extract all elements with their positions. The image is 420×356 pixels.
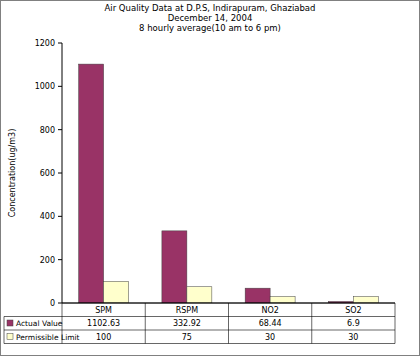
table-line [4, 317, 5, 344]
table-line [395, 303, 396, 344]
y-tick-label: 0 [50, 299, 55, 308]
legend-label: Actual Value [16, 319, 63, 328]
table-line [4, 316, 395, 317]
table-value: 1102.63 [87, 319, 120, 328]
y-axis-label: Concentration(ug/m3) [8, 129, 17, 218]
legend-key [7, 334, 13, 340]
table-value: 30 [348, 333, 358, 342]
bar [187, 287, 212, 303]
y-axis [62, 43, 63, 303]
table-value: 68.44 [259, 319, 282, 328]
y-tick-label: 200 [40, 256, 55, 265]
table-line [4, 330, 395, 331]
bar [270, 297, 295, 304]
y-tick-label: 1200 [35, 39, 55, 48]
chart-frame [1, 1, 420, 356]
y-tick [58, 303, 62, 304]
table-value: 75 [182, 333, 192, 342]
bar [79, 64, 104, 303]
chart-container: Air Quality Data at D.P.S, Indirapuram, … [0, 0, 420, 356]
bar [353, 297, 378, 304]
x-tick-label: NO2 [261, 306, 278, 315]
table-line [311, 303, 312, 344]
x-tick-label: RSPM [176, 306, 198, 315]
bar [162, 231, 187, 303]
table-value: 332.92 [173, 319, 201, 328]
y-tick [58, 86, 62, 87]
chart-svg: Air Quality Data at D.P.S, Indirapuram, … [0, 0, 420, 356]
bars [79, 64, 379, 303]
y-tick [58, 216, 62, 217]
y-tick [58, 259, 62, 260]
table-line [228, 303, 229, 344]
y-tick [58, 173, 62, 174]
table-line [145, 303, 146, 344]
table-value: 100 [96, 333, 111, 342]
x-tick-label: SO2 [345, 306, 361, 315]
y-tick-label: 400 [40, 212, 55, 221]
table-line [4, 343, 395, 344]
title: Air Quality Data at D.P.S, Indirapuram, … [105, 3, 316, 13]
y-tick-label: 1000 [35, 82, 55, 91]
y-tick-label: 600 [40, 169, 55, 178]
y-tick [58, 43, 62, 44]
y-tick-label: 800 [40, 126, 55, 135]
table-value: 6.9 [347, 319, 360, 328]
y-tick [58, 129, 62, 130]
subtitle: December 14, 2004 [168, 13, 253, 23]
x-tick-label: SPM [95, 306, 112, 315]
legend-label: Permissible Limit [16, 333, 80, 342]
subtitle: 8 hourly average(10 am to 6 pm) [139, 23, 281, 33]
table-value: 30 [265, 333, 275, 342]
bar [245, 288, 270, 303]
legend-key [7, 320, 13, 326]
bar [104, 281, 129, 303]
